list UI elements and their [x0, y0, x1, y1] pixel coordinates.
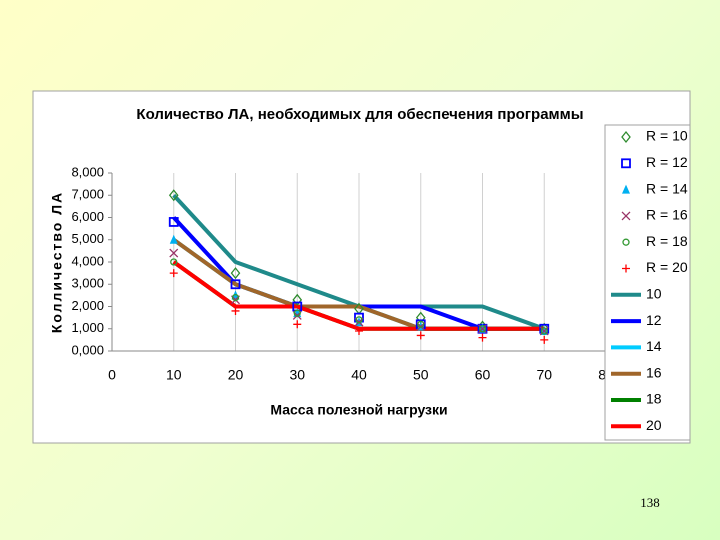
- marker: [540, 335, 549, 344]
- marker: [621, 130, 631, 144]
- y-axis-label: Колличество ЛА: [49, 191, 65, 333]
- y-tick-label: 7,000: [71, 187, 104, 202]
- legend-label: 12: [646, 312, 662, 328]
- x-tick-label: 40: [351, 367, 367, 383]
- marker: [292, 293, 303, 306]
- marker: [230, 279, 241, 290]
- marker: [539, 326, 549, 336]
- y-tick-label: 2,000: [71, 298, 104, 313]
- chart-title: Количество ЛА, необходимых для обеспечен…: [136, 106, 583, 123]
- legend-label: R = 20: [646, 259, 688, 275]
- marker: [293, 320, 302, 329]
- x-tick-label: 30: [289, 367, 305, 383]
- marker: [169, 269, 178, 278]
- legend-label: 18: [646, 391, 662, 407]
- marker: [478, 333, 487, 342]
- x-tick-label: 20: [228, 367, 244, 383]
- y-tick-label: 1,000: [71, 320, 104, 335]
- legend: R = 10 R = 12 R = 14 R = 16 R = 18 R = 20 10 12…: [604, 124, 691, 441]
- y-tick-label: 3,000: [71, 276, 104, 291]
- x-axis-label: Масса полезной нагрузки: [270, 402, 447, 418]
- marker: [170, 258, 178, 266]
- marker: [478, 325, 487, 333]
- legend-label: 14: [646, 338, 662, 354]
- x-tick-label: 10: [166, 367, 182, 383]
- y-tick-label: 4,000: [71, 253, 104, 268]
- marker: [355, 316, 363, 324]
- x-tick-label: 50: [413, 367, 429, 383]
- x-tick-label: 70: [536, 367, 552, 383]
- marker: [417, 320, 425, 328]
- y-tick-label: 8,000: [71, 164, 104, 179]
- marker: [621, 158, 631, 169]
- legend-label: R = 14: [646, 180, 688, 196]
- marker: [621, 211, 631, 221]
- marker: [230, 267, 241, 280]
- chart-area: [32, 90, 691, 444]
- marker: [231, 293, 240, 302]
- marker: [622, 264, 630, 273]
- legend-label: 16: [646, 364, 662, 380]
- marker: [622, 238, 630, 246]
- marker: [168, 189, 179, 202]
- legend-label: R = 12: [646, 154, 688, 170]
- x-tick-label: 60: [475, 367, 491, 383]
- marker: [355, 326, 363, 335]
- y-tick-label: 5,000: [71, 231, 104, 246]
- legend-label: 10: [646, 286, 662, 302]
- legend-box: [604, 124, 691, 441]
- legend-label: 20: [646, 417, 662, 433]
- marker: [231, 306, 240, 315]
- marker: [622, 184, 630, 194]
- marker: [478, 324, 487, 334]
- legend-label: R = 10: [646, 128, 688, 144]
- marker: [293, 309, 301, 317]
- legend-label: R = 18: [646, 233, 688, 249]
- marker: [540, 327, 548, 335]
- y-tick-label: 0,000: [71, 342, 104, 357]
- marker: [168, 217, 179, 227]
- legend-label: R = 16: [646, 207, 688, 223]
- marker: [169, 248, 179, 258]
- y-tick-label: 6,000: [71, 209, 104, 224]
- marker: [169, 234, 178, 244]
- x-tick-label: 0: [108, 367, 116, 383]
- marker: [416, 331, 425, 340]
- page-number: 138: [640, 495, 660, 510]
